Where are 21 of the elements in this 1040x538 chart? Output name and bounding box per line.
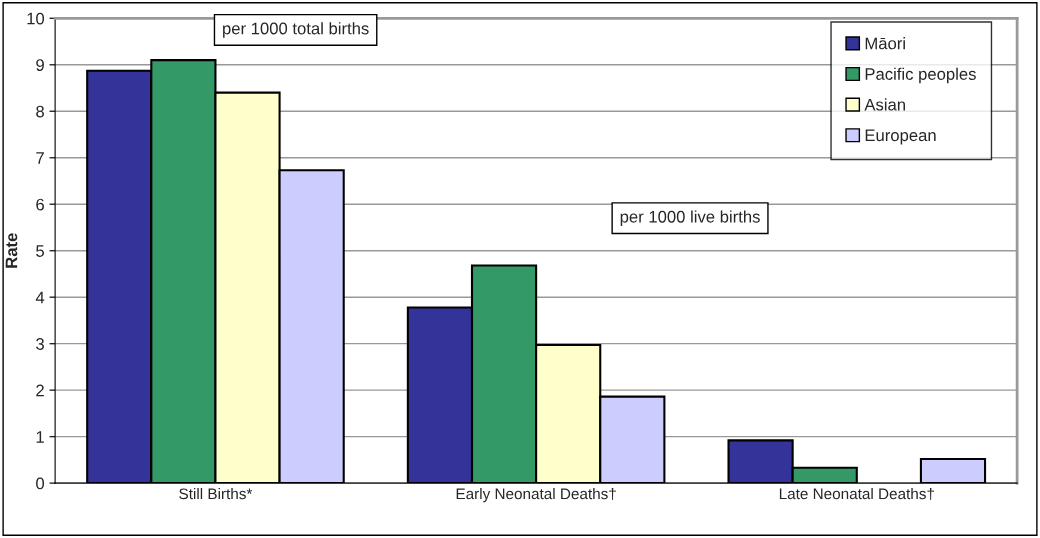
annotation: per 1000 live births — [620, 210, 760, 226]
legend-label: Māori — [865, 37, 905, 50]
y-tick-label: 10 — [27, 12, 45, 25]
y-tick-label: 6 — [36, 198, 44, 211]
y-axis-title: Rate — [5, 233, 18, 268]
y-tick-label: 5 — [36, 245, 45, 257]
y-tick-label: 7 — [36, 152, 44, 164]
y-tick-label: 2 — [36, 384, 44, 397]
y-tick-label: 0 — [36, 477, 45, 490]
y-tick-label: 1 — [36, 431, 44, 443]
x-tick-label: Early Neonatal Deaths† — [456, 487, 616, 503]
y-tick-label: 9 — [36, 59, 44, 71]
x-tick-label: Late Neonatal Deaths† — [779, 487, 934, 501]
annotation: per 1000 total births — [223, 22, 369, 38]
y-tick-label: 4 — [35, 291, 45, 304]
x-tick-label: Still Births* — [179, 487, 253, 500]
legend-label: Pacific peoples — [865, 67, 976, 84]
legend-label: Asian — [864, 98, 905, 111]
legend-label: European — [865, 129, 936, 145]
y-tick-label: 3 — [36, 338, 44, 350]
y-tick-label: 8 — [36, 105, 44, 118]
